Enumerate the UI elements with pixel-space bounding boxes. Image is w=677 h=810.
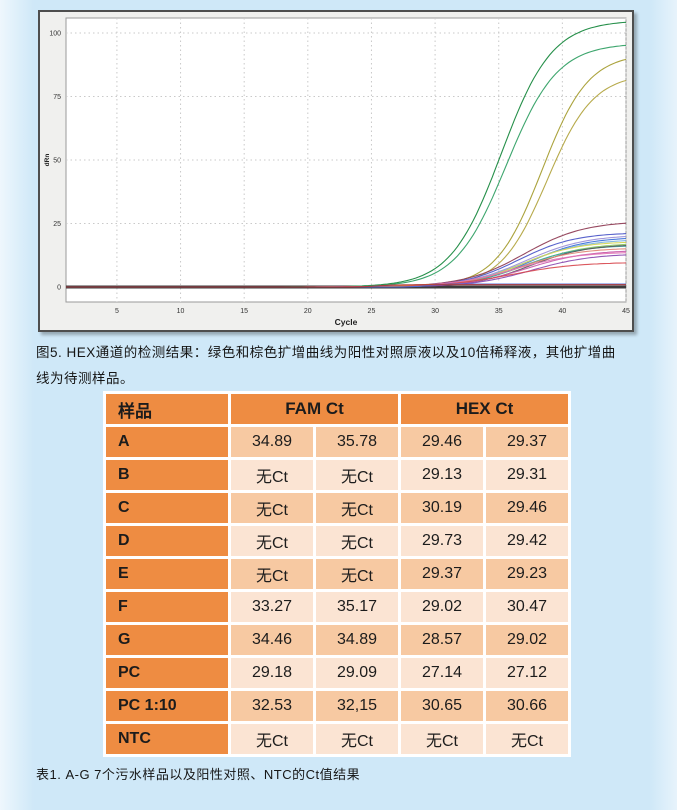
x-tick-label: 40 (558, 308, 566, 315)
amplification-chart: 0 25 50 75 100 5 10 15 20 25 30 35 40 45 Cycle dRn (44, 17, 630, 327)
fam-ct-value: 34.46 (231, 625, 313, 655)
y-tick-label: 75 (53, 94, 61, 101)
col-header-sample: 样品 (106, 394, 228, 424)
hex-ct-value: 29.31 (486, 460, 568, 490)
hex-ct-value: 30.19 (401, 493, 483, 523)
table-row: E 无Ct 无Ct 29.37 29.23 (106, 559, 568, 589)
hex-ct-value: 28.57 (401, 625, 483, 655)
table-caption: 表1. A-G 7个污水样品以及阳性对照、NTC的Ct值结果 (36, 767, 361, 782)
table-row: C 无Ct 无Ct 30.19 29.46 (106, 493, 568, 523)
hex-ct-value: 30.66 (486, 691, 568, 721)
hex-ct-value: 无Ct (486, 724, 568, 754)
x-tick-label: 45 (622, 308, 630, 315)
fam-ct-value: 32,15 (316, 691, 398, 721)
figure-caption: 图5. HEX通道的检测结果：绿色和棕色扩增曲线为阳性对照原液以及10倍稀释液，… (36, 340, 654, 392)
x-tick-label: 15 (240, 308, 248, 315)
table-row: D 无Ct 无Ct 29.73 29.42 (106, 526, 568, 556)
fam-ct-value: 无Ct (231, 526, 313, 556)
fam-ct-value: 35.78 (316, 427, 398, 457)
table-row: A 34.89 35.78 29.46 29.37 (106, 427, 568, 457)
y-axis-label: dRn (44, 154, 51, 167)
x-tick-label: 35 (495, 308, 503, 315)
hex-ct-value: 29.42 (486, 526, 568, 556)
y-tick-label: 100 (49, 31, 61, 38)
hex-ct-value: 27.12 (486, 658, 568, 688)
fam-ct-value: 无Ct (231, 559, 313, 589)
hex-ct-value: 29.37 (401, 559, 483, 589)
fam-ct-value: 无Ct (316, 526, 398, 556)
row-label: D (106, 526, 228, 556)
hex-ct-value: 29.23 (486, 559, 568, 589)
hex-ct-value: 29.13 (401, 460, 483, 490)
row-label: F (106, 592, 228, 622)
fam-ct-value: 29.09 (316, 658, 398, 688)
row-label: PC (106, 658, 228, 688)
x-tick-label: 20 (304, 308, 312, 315)
row-label: C (106, 493, 228, 523)
fam-ct-value: 无Ct (316, 460, 398, 490)
fam-ct-value: 无Ct (231, 724, 313, 754)
row-label: G (106, 625, 228, 655)
fam-ct-value: 无Ct (231, 460, 313, 490)
table-row: F 33.27 35.17 29.02 30.47 (106, 592, 568, 622)
row-label: B (106, 460, 228, 490)
fam-ct-value: 33.27 (231, 592, 313, 622)
table-row: G 34.46 34.89 28.57 29.02 (106, 625, 568, 655)
y-tick-label: 50 (53, 158, 61, 165)
hex-ct-value: 29.73 (401, 526, 483, 556)
hex-ct-value: 30.65 (401, 691, 483, 721)
row-label: PC 1:10 (106, 691, 228, 721)
hex-ct-value: 29.02 (486, 625, 568, 655)
x-tick-label: 10 (177, 308, 185, 315)
row-label: E (106, 559, 228, 589)
fam-ct-value: 无Ct (231, 493, 313, 523)
fam-ct-value: 34.89 (316, 625, 398, 655)
col-header-fam-ct: FAM Ct (231, 394, 398, 424)
fam-ct-value: 34.89 (231, 427, 313, 457)
x-tick-label: 5 (115, 308, 119, 315)
hex-ct-value: 29.02 (401, 592, 483, 622)
figure-caption-line1: 图5. HEX通道的检测结果：绿色和棕色扩增曲线为阳性对照原液以及10倍稀释液，… (36, 345, 616, 360)
fam-ct-value: 35.17 (316, 592, 398, 622)
hex-ct-value: 29.46 (486, 493, 568, 523)
x-tick-label: 25 (368, 308, 376, 315)
hex-ct-value: 30.47 (486, 592, 568, 622)
table-row: PC 29.18 29.09 27.14 27.12 (106, 658, 568, 688)
table-row: NTC 无Ct 无Ct 无Ct 无Ct (106, 724, 568, 754)
fam-ct-value: 无Ct (316, 493, 398, 523)
fam-ct-value: 无Ct (316, 724, 398, 754)
row-label: NTC (106, 724, 228, 754)
x-tick-label: 30 (431, 308, 439, 315)
hex-ct-value: 27.14 (401, 658, 483, 688)
table-header-row: 样品 FAM Ct HEX Ct (106, 394, 568, 424)
table-row: B 无Ct 无Ct 29.13 29.31 (106, 460, 568, 490)
fam-ct-value: 无Ct (316, 559, 398, 589)
ct-results-table: 样品 FAM Ct HEX Ct A 34.89 35.78 29.46 29.37 B 无… (103, 391, 571, 757)
fam-ct-value: 32.53 (231, 691, 313, 721)
table-row: PC 1:10 32.53 32,15 30.65 30.66 (106, 691, 568, 721)
fam-ct-value: 29.18 (231, 658, 313, 688)
hex-ct-value: 29.46 (401, 427, 483, 457)
col-header-hex-ct: HEX Ct (401, 394, 568, 424)
y-tick-label: 25 (53, 221, 61, 228)
y-tick-label: 0 (57, 285, 61, 292)
amplification-curve (66, 284, 626, 288)
row-label: A (106, 427, 228, 457)
qpcr-chart-panel: 0 25 50 75 100 5 10 15 20 25 30 35 40 45 Cycle dRn (38, 10, 634, 332)
figure-caption-line2: 线为待测样品。 (36, 371, 134, 386)
hex-ct-value: 29.37 (486, 427, 568, 457)
hex-ct-value: 无Ct (401, 724, 483, 754)
x-axis-label: Cycle (335, 317, 358, 327)
